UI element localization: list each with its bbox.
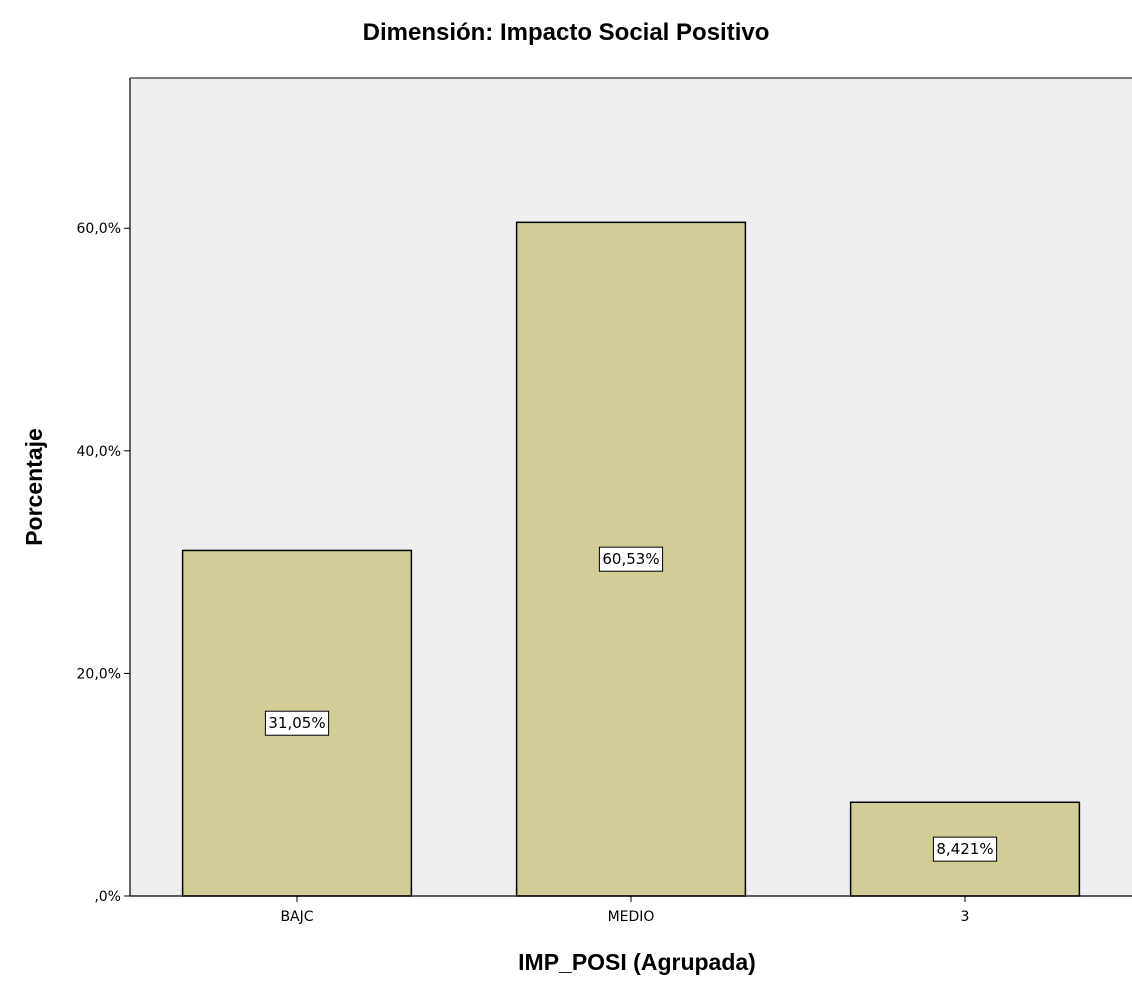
- data-label-text: 31,05%: [268, 714, 325, 732]
- y-tick-label: 60,0%: [77, 221, 121, 237]
- x-tick-label: 3: [961, 909, 970, 925]
- y-axis-title: Porcentaje: [21, 428, 47, 546]
- y-tick-label: 40,0%: [77, 444, 121, 460]
- x-tick-label: MEDIO: [608, 909, 655, 925]
- data-label: 60,53%: [598, 546, 664, 572]
- data-label-box: [598, 546, 664, 572]
- data-label-box: [264, 710, 330, 736]
- data-label-text: 60,53%: [602, 550, 659, 568]
- y-tick-label: ,0%: [94, 889, 121, 905]
- data-label: 31,05%: [264, 710, 330, 736]
- chart-title: Dimensión: Impacto Social Positivo: [363, 19, 770, 46]
- x-axis-title: IMP_POSI (Agrupada): [518, 949, 756, 975]
- data-label-text: 8,421%: [936, 840, 993, 858]
- y-tick-label: 20,0%: [77, 666, 121, 682]
- axes-group: ,0% 20,0% 40,0% 60,0% BAJC MEDIO 3: [77, 77, 1132, 925]
- x-tick-label: BAJC: [280, 909, 313, 925]
- data-label: 8,421%: [932, 836, 998, 862]
- data-label-box: [932, 836, 998, 862]
- data-labels-group: 31,05% 60,53% 8,421%: [264, 546, 998, 862]
